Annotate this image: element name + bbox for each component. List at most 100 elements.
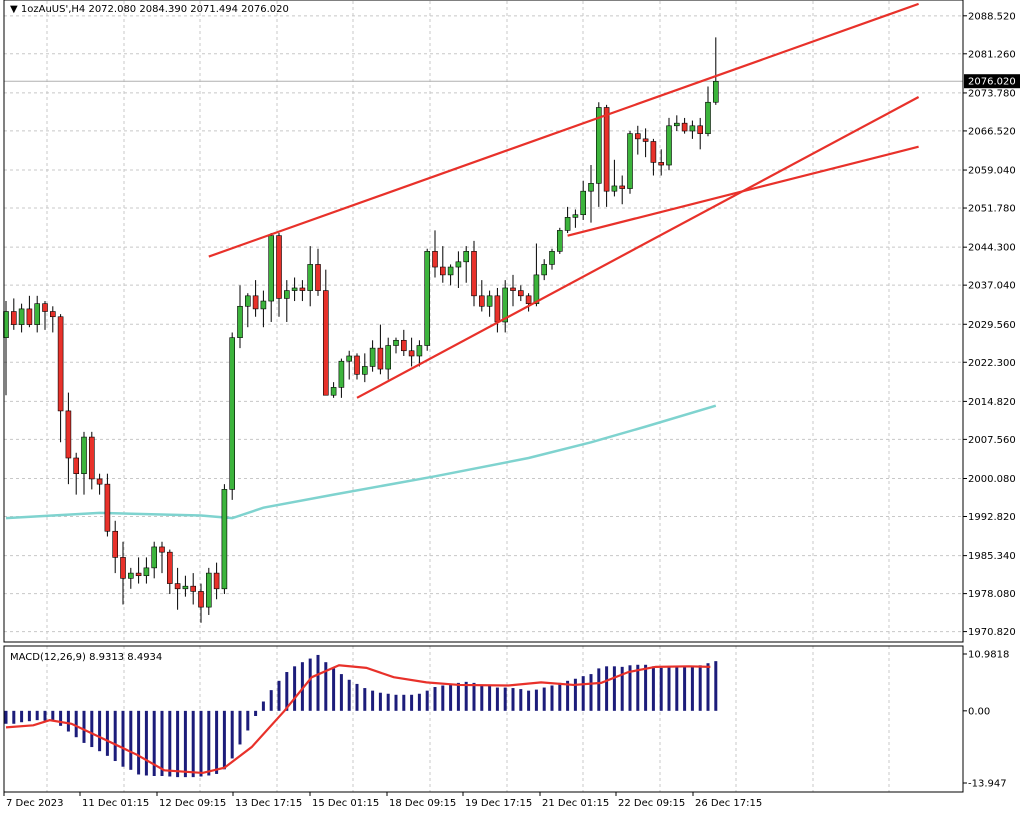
candle-bull — [151, 546, 157, 569]
candle-bull — [260, 300, 267, 310]
candle-bear — [619, 185, 626, 189]
x-tick-label: 7 Dec 2023 — [6, 798, 64, 809]
candle-bear — [96, 478, 103, 485]
channel-line[interactable] — [356, 96, 920, 399]
candle-bear — [65, 410, 72, 459]
candle-bull — [182, 585, 189, 590]
y-tick-label: 1992.820 — [968, 512, 1016, 523]
candle-bull — [463, 251, 470, 263]
candle-bull — [541, 264, 548, 276]
candle-bear — [315, 264, 321, 291]
candle-bear — [377, 347, 384, 370]
x-tick-label: 22 Dec 09:15 — [618, 798, 685, 809]
macd-tick-label: 0.00 — [968, 706, 990, 717]
candle-bear — [439, 266, 446, 276]
candle-bear — [322, 290, 329, 396]
candle-bull — [283, 290, 290, 299]
x-tick-label: 11 Dec 01:15 — [82, 798, 149, 809]
candle-bear — [135, 572, 142, 577]
x-tick-label: 15 Dec 01:15 — [312, 798, 379, 809]
candle-bear — [400, 339, 407, 352]
channel-line[interactable] — [208, 2, 919, 258]
candle-bear — [634, 133, 641, 140]
moving-average-line — [5, 404, 717, 520]
candle-bull — [588, 183, 594, 192]
candle-bull — [237, 305, 243, 338]
candle-bull — [229, 337, 235, 490]
y-tick-label: 2081.260 — [968, 49, 1016, 60]
candle-bull — [580, 190, 587, 216]
candle-bear — [471, 251, 477, 297]
symbol-header: ▼ 1ozAuUS',H4 2072.080 2084.390 2071.494… — [10, 4, 289, 15]
x-tick-label: 12 Dec 09:15 — [159, 798, 226, 809]
candle-bear — [174, 583, 181, 590]
candle-bull — [673, 122, 680, 127]
y-tick-label: 1985.340 — [968, 551, 1016, 562]
current-price-box — [964, 74, 1020, 89]
channel-line[interactable] — [567, 145, 919, 237]
candle-bull — [143, 567, 150, 577]
candle-bull — [206, 572, 212, 608]
candle-bear — [650, 141, 657, 163]
current-price-label: 2076.020 — [968, 77, 1016, 88]
candle-bull — [549, 251, 555, 265]
candle-bull — [221, 489, 228, 590]
macd-tick-label: 10.9818 — [968, 650, 1009, 661]
y-tick-label: 2007.560 — [968, 435, 1016, 446]
candle-bull — [81, 436, 87, 474]
candle-bull — [705, 101, 711, 134]
y-tick-label: 2051.780 — [968, 204, 1016, 215]
candle-bear — [354, 355, 360, 375]
candle-bull — [556, 230, 563, 252]
candle-bear — [49, 311, 56, 318]
candle-bull — [712, 81, 719, 103]
candle-bear — [642, 138, 649, 142]
y-tick-label: 2037.040 — [968, 281, 1016, 292]
candle-bull — [291, 287, 298, 291]
candle-bear — [299, 287, 306, 291]
candle-bull — [502, 287, 509, 323]
candle-bear — [42, 303, 48, 312]
candle-bear — [159, 546, 165, 553]
y-tick-label: 2066.520 — [968, 126, 1016, 137]
candle-bull — [666, 125, 672, 166]
candle-bull — [533, 274, 540, 304]
main-panel-frame — [3, 0, 964, 643]
candle-bear — [525, 295, 532, 304]
candle-bull — [346, 355, 353, 362]
candle-bull — [564, 217, 571, 231]
candle-bear — [190, 585, 196, 592]
x-tick-label: 18 Dec 09:15 — [389, 798, 456, 809]
candle-bull — [455, 261, 462, 268]
candle-bear — [167, 551, 173, 584]
y-tick-label: 1978.080 — [968, 589, 1016, 600]
candle-bear — [658, 162, 665, 166]
candle-bear — [213, 572, 220, 590]
y-tick-label: 2059.040 — [968, 166, 1016, 177]
candle-bull — [689, 125, 696, 132]
candle-bull — [338, 360, 345, 388]
candle-bear — [57, 316, 64, 412]
macd-signal-line — [5, 664, 711, 775]
candle-bear — [26, 308, 33, 325]
candle-bull — [416, 345, 423, 357]
candle-bull — [307, 264, 314, 291]
candle-bull — [369, 347, 376, 367]
y-tick-label: 2044.300 — [968, 243, 1016, 254]
y-tick-label: 2029.560 — [968, 320, 1016, 331]
candle-bull — [361, 366, 368, 375]
candle-bear — [510, 287, 516, 291]
x-tick-label: 21 Dec 01:15 — [542, 798, 609, 809]
candle-bull — [447, 266, 454, 276]
macd-tick-label: -13.947 — [968, 779, 1007, 790]
candle-bull — [128, 572, 134, 579]
macd-label: MACD(12,26,9) 8.9313 8.4934 — [10, 652, 162, 663]
candle-bear — [432, 251, 438, 268]
candle-bear — [603, 107, 610, 192]
candle-bull — [424, 251, 431, 346]
y-tick-label: 2014.820 — [968, 397, 1016, 408]
candle-bear — [681, 122, 688, 132]
candle-bull — [18, 308, 25, 325]
candle-bear — [276, 235, 282, 299]
